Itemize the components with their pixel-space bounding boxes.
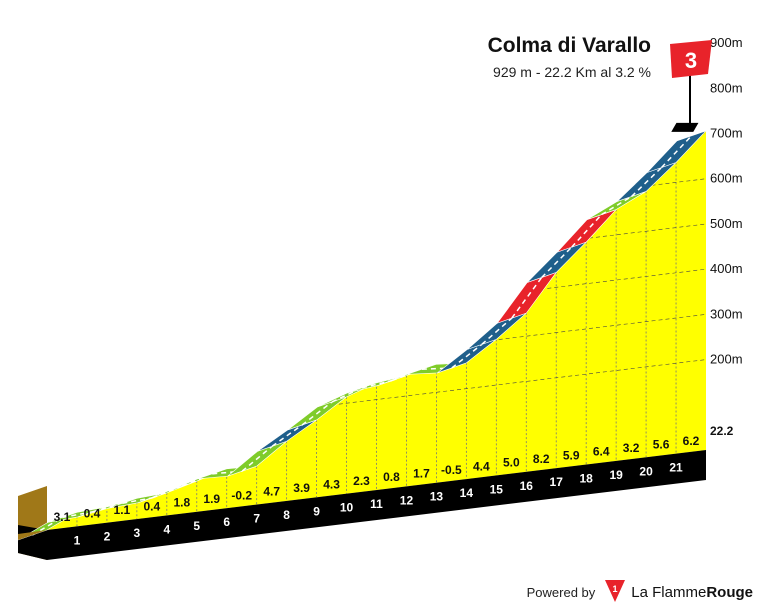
brand-name: La FlammeRouge [631,584,753,601]
km-label-7: 7 [253,512,260,526]
km-label-19: 19 [609,468,623,482]
altitude-label-900: 900m [710,35,743,50]
segment-centerline [571,214,603,248]
logo-digit: 1 [613,584,618,594]
chart-title: Colma di Varallo [487,34,651,57]
km-label-17: 17 [550,475,564,489]
km-label-9: 9 [313,504,320,518]
gradient-label-9: 3.9 [293,481,310,495]
footer: Powered by 1 La FlammeRouge [527,580,753,605]
segment-centerline [631,166,663,197]
km-label-21: 21 [669,461,683,475]
altitude-label-200: 200m [710,352,743,367]
segment-centerline [481,317,513,345]
altitude-label-700: 700m [710,126,743,141]
gradient-label-20: 3.2 [623,441,640,455]
km-label-15: 15 [490,482,504,496]
altitude-gridline [47,133,706,214]
gradient-label-21: 5.6 [653,437,670,451]
segment-centerline [541,246,573,278]
gradient-label-5: 1.8 [173,496,190,510]
category-flag-icon [670,40,712,78]
powered-by-text: Powered by [526,585,596,600]
km-label-5: 5 [193,519,200,533]
segment-centerline [241,445,273,472]
gradient-label-22: 6.2 [683,434,700,448]
category-flag-label: 3 [685,48,697,73]
km-label-10: 10 [340,501,354,515]
altitude-label-600: 600m [710,171,743,186]
gradient-label-16: 5.0 [503,456,520,470]
km-label-2: 2 [104,530,111,544]
profile-body [47,130,706,530]
altitude-label-300: 300m [710,306,743,321]
altitude-gridline [47,359,706,440]
km-label-18: 18 [580,472,594,486]
profile-left-cap [18,530,47,540]
end-distance-label: 22.2 [710,424,734,438]
segment-centerline [661,135,693,168]
gradient-label-18: 5.9 [563,448,580,462]
km-label-13: 13 [430,490,444,504]
gradient-label-10: 4.3 [323,477,340,491]
altitude-gridline [47,130,706,169]
summit-marker [671,122,699,132]
km-label-12: 12 [400,493,414,507]
segment-centerline [421,367,452,371]
gradient-label-12: 0.8 [383,470,400,484]
gradient-label-11: 2.3 [353,474,370,488]
km-label-16: 16 [520,479,534,493]
gradient-label-6: 1.9 [203,492,220,506]
km-label-1: 1 [74,533,81,547]
gradient-label-17: 8.2 [533,452,550,466]
gradient-label-3: 1.1 [114,503,131,517]
km-label-6: 6 [223,515,230,529]
km-label-4: 4 [163,522,170,536]
altitude-label-400: 400m [710,261,743,276]
gradient-label-13: 1.7 [413,467,430,481]
gradient-label-1: 3.1 [54,510,71,524]
km-label-8: 8 [283,508,290,522]
segment-centerline [301,401,333,426]
gradient-label-8: 4.7 [263,485,280,499]
km-label-11: 11 [370,497,383,511]
gradient-label-14: -0.5 [441,463,462,477]
brand-name-a: La Flamme [631,584,707,601]
profile-base-front [47,450,706,560]
km-label-20: 20 [639,464,653,478]
gradient-label-19: 6.4 [593,445,610,459]
km-label-3: 3 [134,526,141,540]
brand-name-b: Rouge [706,584,753,601]
flamme-rouge-logo-icon: 1 [605,580,626,605]
altitude-label-500: 500m [710,216,743,231]
segment-centerline [451,343,483,369]
km-label-14: 14 [460,486,474,500]
segment-centerline [271,424,303,447]
gradient-label-2: 0.4 [84,507,101,521]
altitude-label-800: 800m [710,80,743,95]
gradient-label-7: -0.2 [231,488,252,502]
chart-subtitle: 929 m - 22.2 Km al 3.2 % [493,64,651,80]
gradient-label-4: 0.4 [143,499,160,513]
segment-centerline [601,195,632,216]
gradient-label-15: 4.4 [473,459,490,473]
